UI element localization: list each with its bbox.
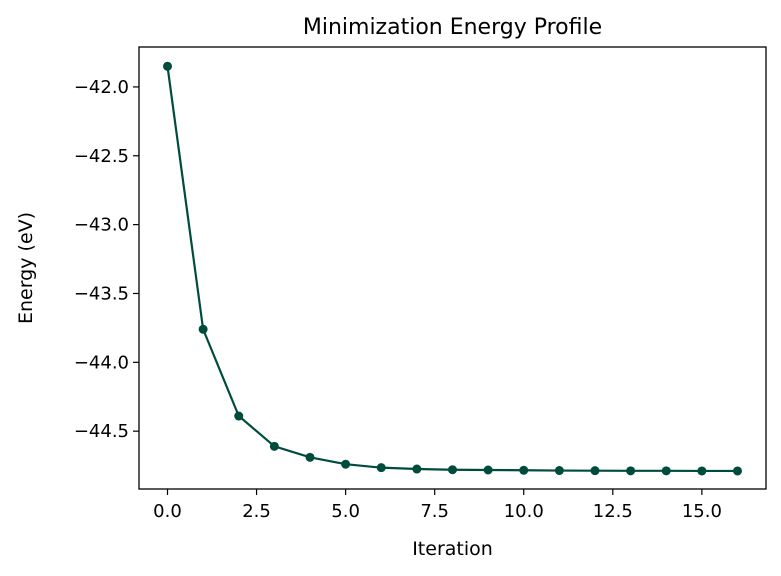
x-axis: 0.0 2.5 5.0 7.5 10.0 12.5 15.0: [153, 489, 722, 522]
data-point: [448, 465, 457, 475]
energy-series: [163, 61, 742, 476]
data-point: [198, 324, 208, 334]
data-point: [341, 459, 351, 469]
y-tick-label: −44.5: [74, 421, 129, 442]
data-point: [376, 463, 386, 473]
x-tick-label: 0.0: [153, 501, 182, 522]
chart-title: Minimization Energy Profile: [303, 15, 602, 40]
data-point: [412, 464, 422, 474]
data-point: [483, 465, 493, 475]
x-axis-label: Iteration: [412, 538, 493, 560]
data-point: [697, 466, 707, 476]
data-point: [554, 466, 564, 476]
x-tick-label: 15.0: [682, 501, 722, 522]
data-point: [163, 61, 172, 71]
x-tick-label: 12.5: [593, 501, 633, 522]
plot-area-frame: [138, 46, 767, 490]
x-tick-label: 5.0: [331, 501, 360, 522]
data-point: [305, 452, 315, 462]
y-tick-label: −44.0: [74, 352, 129, 373]
x-tick-label: 2.5: [242, 501, 271, 522]
data-point: [661, 466, 671, 476]
data-point: [626, 466, 636, 476]
data-point: [519, 465, 529, 475]
data-point: [590, 466, 600, 476]
series-line: [166, 66, 738, 473]
y-tick-label: −43.0: [74, 215, 129, 236]
x-tick-label: 10.0: [504, 501, 544, 522]
y-tick-label: −42.5: [74, 146, 129, 167]
y-tick-label: −43.5: [74, 283, 129, 304]
y-axis: −42.0 −42.5 −43.0 −43.5 −44.0 −44.5: [74, 77, 139, 442]
x-tick-label: 7.5: [420, 501, 449, 522]
data-point: [234, 411, 244, 421]
y-tick-label: −42.0: [74, 77, 129, 98]
data-point: [269, 441, 279, 451]
data-point: [733, 466, 742, 476]
y-axis-label: Energy (eV): [15, 212, 37, 324]
